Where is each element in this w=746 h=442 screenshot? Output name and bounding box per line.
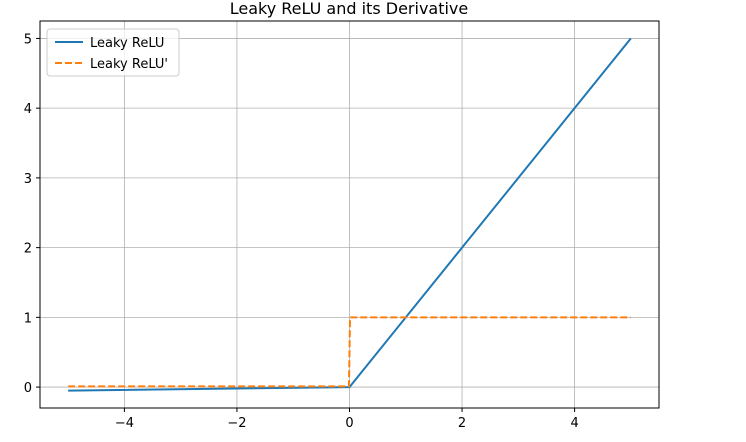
chart-title: Leaky ReLU and its Derivative bbox=[230, 0, 469, 18]
x-tick-label: −4 bbox=[115, 416, 134, 431]
y-tick-label: 4 bbox=[24, 102, 32, 117]
y-tick-label: 2 bbox=[24, 242, 32, 257]
y-tick-label: 0 bbox=[24, 381, 32, 396]
x-axis-ticks: −4 −2 0 2 4 bbox=[115, 408, 579, 431]
x-tick-label: 0 bbox=[345, 416, 353, 431]
series-line-leaky-relu-derivative bbox=[68, 316, 631, 388]
y-axis-ticks: 0 1 2 3 4 5 bbox=[24, 32, 40, 396]
legend-box bbox=[46, 28, 180, 77]
y-tick-label: 5 bbox=[24, 32, 32, 47]
legend-label-leaky-relu-derivative: Leaky ReLU' bbox=[90, 57, 168, 72]
y-tick-label: 3 bbox=[24, 172, 32, 187]
plot-series bbox=[68, 37, 632, 392]
grid bbox=[40, 21, 659, 408]
y-tick-label: 1 bbox=[24, 311, 32, 326]
x-tick-label: 2 bbox=[458, 416, 466, 431]
legend-label-leaky-relu: Leaky ReLU bbox=[90, 36, 164, 51]
legend: Leaky ReLU Leaky ReLU' bbox=[46, 28, 180, 77]
x-tick-label: −2 bbox=[227, 416, 246, 431]
x-tick-label: 4 bbox=[570, 416, 578, 431]
